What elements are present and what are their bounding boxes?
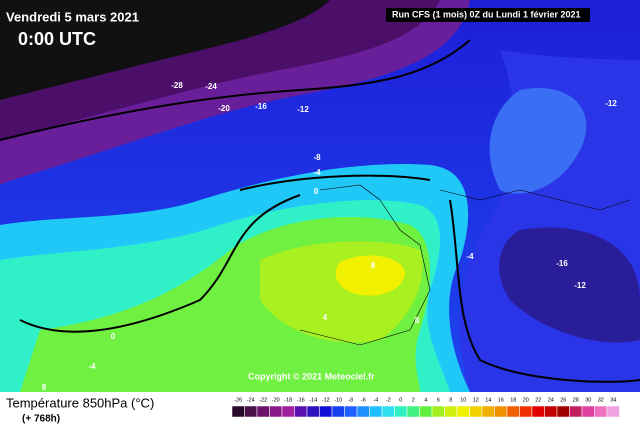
colorbar: -26 -24 -22 -20 -18 -16 -14 -12 -10 -8 -6 -4 -2 0 2 4 6 8… — [231, 397, 620, 418]
contour-label: -16 — [255, 102, 267, 111]
copyright: Copyright © 2021 Meteociel.fr — [248, 371, 375, 381]
contour-label: 8 — [42, 383, 47, 392]
colorbar-cell — [331, 405, 345, 418]
colorbar-tick: -24 — [247, 397, 255, 403]
contour-label: 8 — [415, 316, 420, 325]
contour-label: -12 — [574, 281, 586, 290]
colorbar-cell — [394, 405, 408, 418]
colorbar-cell — [406, 405, 420, 418]
colorbar-cell — [244, 405, 258, 418]
colorbar-tick: 2 — [412, 397, 415, 403]
colorbar-cell — [569, 405, 583, 418]
colorbar-cell — [356, 405, 370, 418]
colorbar-tick: -26 — [234, 397, 242, 403]
colorbar-cell — [319, 405, 333, 418]
colorbar-tick: -8 — [348, 397, 353, 403]
colorbar-tick: 26 — [560, 397, 566, 403]
colorbar-tick: 8 — [449, 397, 452, 403]
colorbar-tick: 10 — [460, 397, 466, 403]
contour-label: 8 — [371, 261, 376, 270]
colorbar-tick: -12 — [322, 397, 330, 403]
colorbar-cell — [531, 405, 545, 418]
contour-label: -8 — [313, 153, 321, 162]
colorbar-cell — [556, 405, 570, 418]
colorbar-tick: -14 — [309, 397, 317, 403]
contour-label: -4 — [313, 168, 321, 177]
contour-label: -24 — [205, 82, 217, 91]
map-time: 0:00 UTC — [18, 29, 96, 49]
colorbar-tick: 20 — [523, 397, 529, 403]
contour-label: -20 — [218, 104, 230, 113]
colorbar-cell — [606, 405, 620, 418]
colorbar-cell — [419, 405, 433, 418]
map-date: Vendredi 5 mars 2021 — [6, 9, 139, 24]
colorbar-cell — [256, 405, 270, 418]
colorbar-tick: 14 — [485, 397, 491, 403]
colorbar-tick: 22 — [535, 397, 541, 403]
run-info: Run CFS (1 mois) 0Z du Lundi 1 février 2… — [392, 9, 581, 19]
colorbar-cell — [506, 405, 520, 418]
colorbar-cell — [281, 405, 295, 418]
colorbar-tick: 4 — [424, 397, 427, 403]
colorbar-tick: -10 — [334, 397, 342, 403]
lead-time: (+ 768h) — [22, 414, 60, 425]
colorbar-cell — [456, 405, 470, 418]
colorbar-tick: -4 — [373, 397, 378, 403]
colorbar-cell — [469, 405, 483, 418]
colorbar-cell — [269, 405, 283, 418]
colorbar-cell — [431, 405, 445, 418]
colorbar-tick: 30 — [585, 397, 591, 403]
contour-label: 0 — [111, 332, 116, 341]
colorbar-cell — [519, 405, 533, 418]
colorbar-cell — [594, 405, 608, 418]
colorbar-tick: 18 — [510, 397, 516, 403]
contour-label: 4 — [323, 313, 328, 322]
colorbar-cell — [231, 405, 245, 418]
colorbar-cell — [544, 405, 558, 418]
contour-label: -4 — [466, 252, 474, 261]
colorbar-tick: -18 — [284, 397, 292, 403]
colorbar-cell — [344, 405, 358, 418]
contour-label: -28 — [171, 81, 183, 90]
colorbar-tick: -6 — [361, 397, 366, 403]
colorbar-cell — [381, 405, 395, 418]
colorbar-cell — [294, 405, 308, 418]
contour-label: -4 — [88, 362, 96, 371]
map — [0, 0, 640, 392]
colorbar-tick: 6 — [437, 397, 440, 403]
colorbar-tick: 32 — [598, 397, 604, 403]
contour-label: -12 — [297, 105, 309, 114]
contour-label: 0 — [314, 187, 319, 196]
colorbar-cell — [481, 405, 495, 418]
colorbar-tick: 16 — [498, 397, 504, 403]
colorbar-tick: -22 — [259, 397, 267, 403]
legend-title: Température 850hPa (°C) — [6, 395, 154, 410]
colorbar-cell — [494, 405, 508, 418]
colorbar-tick: -2 — [386, 397, 391, 403]
colorbar-tick: 28 — [573, 397, 579, 403]
contour-labels: -28 -24 -20 -16 -12 -12 -8 -4 0 -4 -16 -12 8 4 8 0 -4 8 — [42, 81, 618, 392]
colorbar-cell — [369, 405, 383, 418]
colorbar-tick: 12 — [473, 397, 479, 403]
colorbar-tick: 0 — [399, 397, 402, 403]
colorbar-tick: -16 — [297, 397, 305, 403]
colorbar-cell — [444, 405, 458, 418]
contour-label: -12 — [605, 99, 617, 108]
colorbar-tick: 34 — [610, 397, 616, 403]
contour-label: -16 — [556, 259, 568, 268]
colorbar-tick: 24 — [548, 397, 554, 403]
colorbar-tick: -20 — [272, 397, 280, 403]
colorbar-cell — [581, 405, 595, 418]
colorbar-cell — [306, 405, 320, 418]
run-box — [386, 8, 590, 22]
